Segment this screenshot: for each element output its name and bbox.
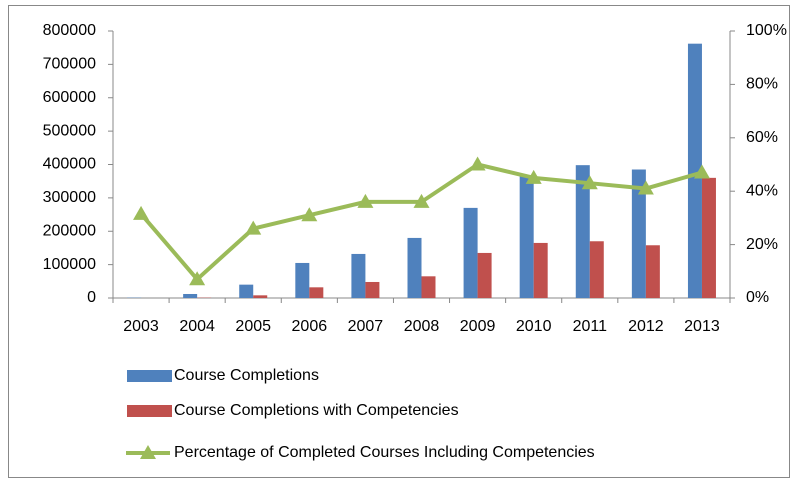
bar [295,262,310,298]
bar [253,295,268,298]
bar [365,281,380,298]
bar [575,165,590,298]
marker [245,220,262,235]
y2-tick-label: 100% [746,22,787,39]
bar [533,242,548,298]
bar [351,253,366,298]
x-tick-label: 2005 [235,318,271,335]
bar [687,43,702,299]
x-tick-label: 2003 [123,318,159,335]
x-tick-label: 2009 [460,318,496,335]
bar [421,276,436,298]
bar [309,287,324,298]
y-tick-label: 500000 [43,122,96,139]
y-tick-label: 600000 [43,89,96,106]
marker [525,169,542,184]
y-tick-label: 0 [87,289,96,306]
bar [645,245,660,298]
x-tick-label: 2012 [628,318,664,335]
bar [631,169,646,298]
marker [469,156,486,171]
legend-marker [140,445,156,459]
chart-border [8,5,790,478]
x-tick-label: 2004 [179,318,215,335]
bar [477,252,492,298]
marker [133,205,150,220]
y-tick-label: 800000 [43,22,96,39]
y-tick-label: 300000 [43,189,96,206]
y2-tick-label: 40% [746,182,778,199]
legend-label: Percentage of Completed Courses Includin… [174,444,595,461]
x-tick-label: 2010 [516,318,552,335]
y2-tick-label: 0% [746,289,769,306]
marker [357,193,374,208]
x-tick-label: 2013 [684,318,720,335]
y2-tick-label: 60% [746,129,778,146]
x-tick-label: 2007 [348,318,384,335]
y-tick-label: 400000 [43,156,96,173]
y-tick-label: 200000 [43,222,96,239]
bar [407,237,422,298]
x-tick-label: 2008 [404,318,440,335]
marker [693,164,710,179]
bar [183,293,198,298]
bar [463,207,478,298]
bar [519,175,534,298]
marker [189,271,206,286]
marker [301,207,318,222]
marker [581,175,598,190]
legend-swatch [127,370,172,382]
bar [589,241,604,298]
legend-swatch [127,405,172,417]
x-tick-label: 2006 [292,318,328,335]
y2-tick-label: 80% [746,76,778,93]
y2-tick-label: 20% [746,236,778,253]
marker [413,193,430,208]
bar [239,284,254,298]
legend-label: Course Completions with Competencies [174,402,459,419]
legend-label: Course Completions [174,367,319,384]
marker [637,180,654,195]
y-tick-label: 100000 [43,256,96,273]
bar [701,177,716,298]
x-tick-label: 2011 [573,318,608,335]
y-tick-label: 700000 [43,56,96,73]
